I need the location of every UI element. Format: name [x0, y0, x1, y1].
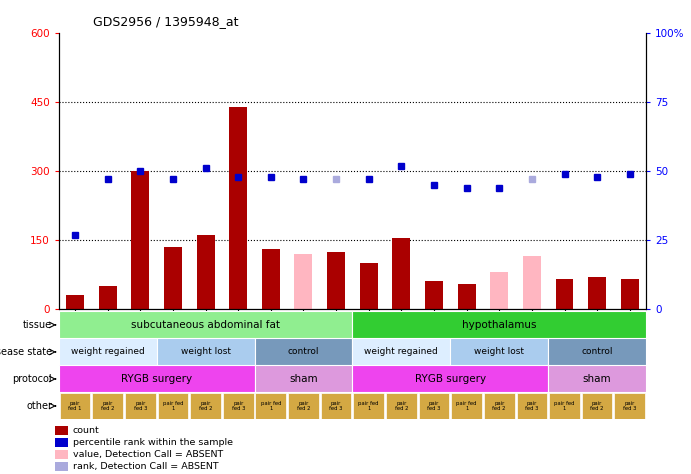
Text: pair fed
1: pair fed 1: [359, 401, 379, 411]
Text: control: control: [287, 347, 319, 356]
Text: rank, Detection Call = ABSENT: rank, Detection Call = ABSENT: [73, 462, 218, 471]
Text: pair fed
1: pair fed 1: [261, 401, 281, 411]
Text: hypothalamus: hypothalamus: [462, 320, 536, 330]
Bar: [588, 277, 606, 309]
Text: pair
fed 1: pair fed 1: [68, 401, 82, 411]
Bar: [451, 338, 548, 365]
Text: pair
fed 2: pair fed 2: [493, 401, 506, 411]
Text: weight lost: weight lost: [474, 347, 524, 356]
Text: value, Detection Call = ABSENT: value, Detection Call = ABSENT: [73, 450, 223, 459]
Text: pair
fed 3: pair fed 3: [330, 401, 343, 411]
Text: RYGB surgery: RYGB surgery: [415, 374, 486, 384]
Text: subcutaneous abdominal fat: subcutaneous abdominal fat: [131, 320, 280, 330]
Text: pair
fed 3: pair fed 3: [427, 401, 441, 411]
Bar: [59, 393, 91, 419]
Bar: [254, 365, 352, 392]
Bar: [352, 311, 646, 338]
Bar: [548, 365, 646, 392]
Bar: [164, 247, 182, 309]
Text: other: other: [26, 401, 52, 411]
Text: pair
fed 2: pair fed 2: [101, 401, 115, 411]
Bar: [353, 393, 384, 419]
Bar: [55, 462, 68, 471]
Text: pair
fed 3: pair fed 3: [231, 401, 245, 411]
Bar: [451, 393, 482, 419]
Bar: [256, 393, 286, 419]
Bar: [582, 393, 612, 419]
Bar: [55, 426, 68, 435]
Bar: [457, 284, 475, 309]
Bar: [548, 338, 646, 365]
Text: pair fed
1: pair fed 1: [456, 401, 477, 411]
Bar: [321, 393, 352, 419]
Text: tissue: tissue: [23, 320, 52, 330]
Bar: [614, 393, 645, 419]
Text: pair
fed 2: pair fed 2: [199, 401, 212, 411]
Bar: [425, 282, 443, 309]
Text: sham: sham: [289, 374, 318, 384]
Text: count: count: [73, 426, 100, 435]
Bar: [223, 393, 254, 419]
Text: weight regained: weight regained: [364, 347, 438, 356]
Bar: [392, 238, 410, 309]
Bar: [229, 107, 247, 309]
Text: RYGB surgery: RYGB surgery: [121, 374, 192, 384]
Bar: [59, 338, 157, 365]
Text: pair
fed 3: pair fed 3: [133, 401, 147, 411]
Bar: [523, 256, 541, 309]
Bar: [491, 272, 508, 309]
Bar: [158, 393, 188, 419]
Bar: [621, 279, 638, 309]
Text: pair
fed 3: pair fed 3: [623, 401, 636, 411]
Bar: [419, 393, 449, 419]
Text: GDS2956 / 1395948_at: GDS2956 / 1395948_at: [93, 16, 239, 28]
Text: pair
fed 2: pair fed 2: [395, 401, 408, 411]
Bar: [197, 236, 214, 309]
Text: pair fed
1: pair fed 1: [554, 401, 575, 411]
Bar: [99, 286, 117, 309]
Bar: [190, 393, 221, 419]
Bar: [55, 450, 68, 459]
Text: protocol: protocol: [12, 374, 52, 384]
Bar: [294, 254, 312, 309]
Bar: [59, 309, 646, 474]
Bar: [549, 393, 580, 419]
Text: weight regained: weight regained: [70, 347, 144, 356]
Text: pair
fed 3: pair fed 3: [525, 401, 538, 411]
Bar: [254, 338, 352, 365]
Bar: [556, 279, 574, 309]
Bar: [55, 438, 68, 447]
Text: control: control: [581, 347, 613, 356]
Bar: [517, 393, 547, 419]
Text: pair
fed 2: pair fed 2: [296, 401, 310, 411]
Bar: [327, 252, 345, 309]
Bar: [131, 171, 149, 309]
Text: weight lost: weight lost: [180, 347, 231, 356]
Bar: [125, 393, 155, 419]
Bar: [484, 393, 515, 419]
Bar: [59, 365, 254, 392]
Bar: [386, 393, 417, 419]
Text: percentile rank within the sample: percentile rank within the sample: [73, 438, 233, 447]
Text: disease state: disease state: [0, 347, 52, 357]
Text: sham: sham: [583, 374, 612, 384]
Bar: [93, 393, 123, 419]
Text: pair
fed 2: pair fed 2: [590, 401, 604, 411]
Bar: [262, 249, 280, 309]
Bar: [288, 393, 319, 419]
Bar: [157, 338, 254, 365]
Bar: [66, 295, 84, 309]
Bar: [352, 338, 451, 365]
Bar: [352, 365, 548, 392]
Bar: [360, 263, 378, 309]
Text: pair fed
1: pair fed 1: [162, 401, 183, 411]
Bar: [59, 311, 352, 338]
